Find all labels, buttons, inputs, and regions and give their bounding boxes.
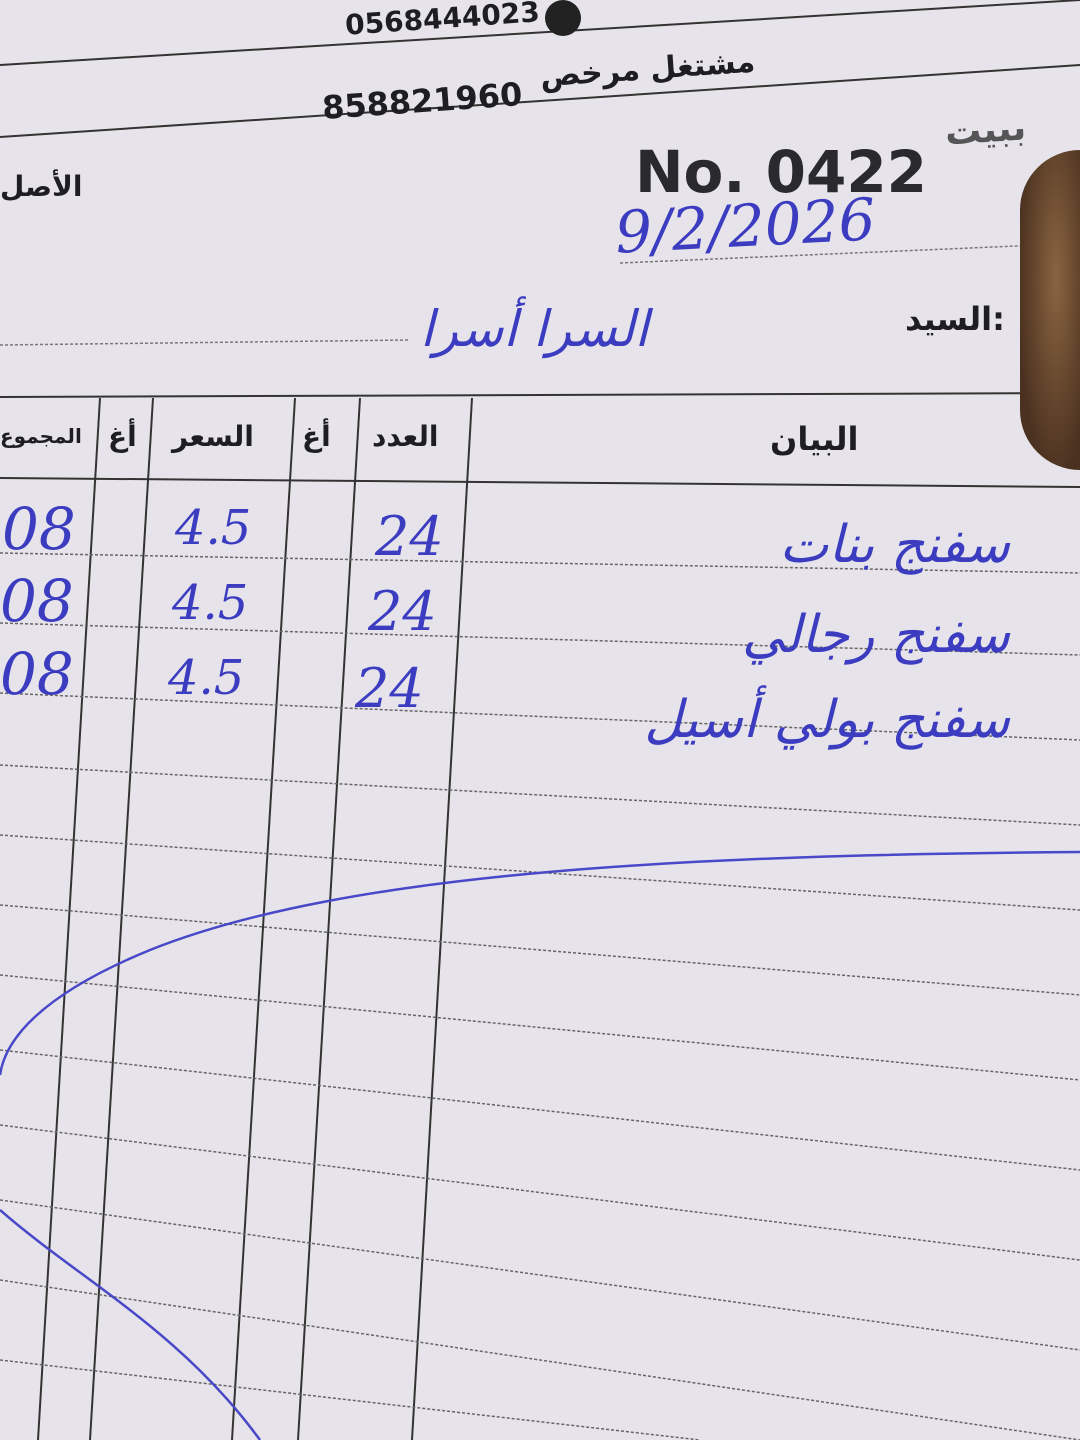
row-description: سفنج رجالي xyxy=(742,605,1010,665)
column-header-total: المجموع xyxy=(0,424,82,448)
row-total: 08 xyxy=(0,567,74,635)
customer-label: السيد: xyxy=(905,300,1005,338)
column-header-price: السعر xyxy=(172,420,254,453)
row-total: 08 xyxy=(2,495,76,563)
invoice-date: 9/2/2026 xyxy=(613,185,878,267)
invoice-number: No. 0422 xyxy=(635,138,928,206)
partial-original-label: الأصل xyxy=(0,170,83,203)
column-header-fils-2: أغ xyxy=(108,420,137,453)
customer-name: السرا أسرا xyxy=(420,300,649,358)
partial-title: ببيت xyxy=(943,107,1028,154)
row-price: 4.5 xyxy=(175,500,252,556)
column-header-quantity: العدد xyxy=(372,420,439,453)
column-header-description: البيان xyxy=(770,420,859,458)
row-quantity: 24 xyxy=(375,505,444,568)
row-quantity: 24 xyxy=(355,657,424,720)
row-quantity: 24 xyxy=(368,580,437,643)
row-price: 4.5 xyxy=(168,650,245,706)
row-description: سفنج بنات xyxy=(779,515,1010,575)
phone-icon xyxy=(545,0,581,36)
row-total: 08 xyxy=(0,640,74,708)
finger-obstruction xyxy=(1020,150,1080,470)
row-description: سفنج بولي أسيل xyxy=(644,690,1010,750)
column-header-fils-1: أغ xyxy=(302,420,331,453)
row-price: 4.5 xyxy=(172,575,249,631)
